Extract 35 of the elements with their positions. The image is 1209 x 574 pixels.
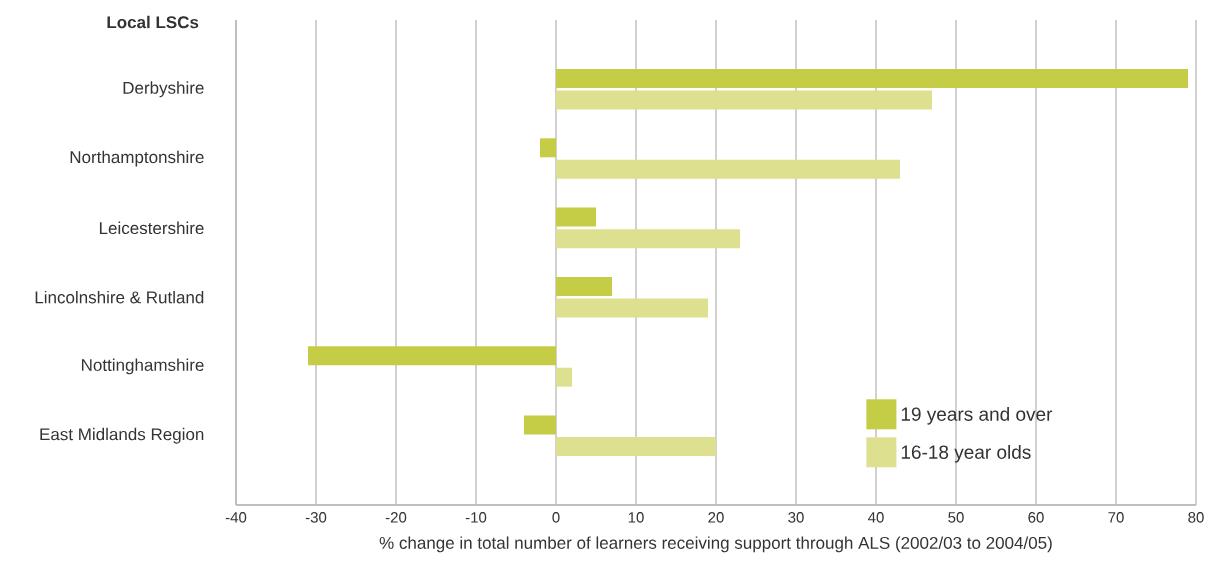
bar [556,69,1188,89]
x-tick-label: -30 [305,512,327,523]
x-tick-label: 30 [788,512,804,523]
y-axis-title: Local LSCs [107,15,199,29]
bar [556,436,716,456]
y-tick-label: Nottinghamshire [82,358,204,375]
x-tick-label: 50 [948,512,964,523]
bar [524,415,556,435]
x-tick-label: 0 [552,512,560,523]
y-tick-label: Leicestershire [99,221,204,235]
legend-label: 16-18 year olds [901,444,1031,463]
bar [556,90,932,110]
x-tick-label: -20 [385,512,407,523]
x-tick-label: -40 [225,512,247,523]
x-tick-label: 80 [1188,512,1204,523]
bar [540,138,556,158]
bar [556,207,596,227]
bar [556,276,612,296]
x-axis-title: % change in total number of learners receiving support through ALS (2002/03 to 2004/05) [379,536,1052,553]
x-tick-label: 70 [1108,512,1124,523]
bar [556,367,572,387]
bar [556,229,740,249]
x-tick-label: 20 [708,512,724,523]
y-tick-label: Derbyshire [123,81,204,98]
x-tick-label: 10 [628,512,644,523]
y-tick-label: Northamptonshire [70,150,204,167]
bar [556,159,900,179]
x-tick-label: -10 [465,512,487,523]
bar [308,346,556,366]
bar [556,298,708,318]
legend-label: 19 years and over [901,406,1053,425]
y-tick-label: East Midlands Region [40,427,204,444]
x-tick-label: 40 [868,512,884,523]
x-tick-label: 60 [1028,512,1044,523]
y-tick-label: Lincolnshire & Rutland [35,290,204,304]
